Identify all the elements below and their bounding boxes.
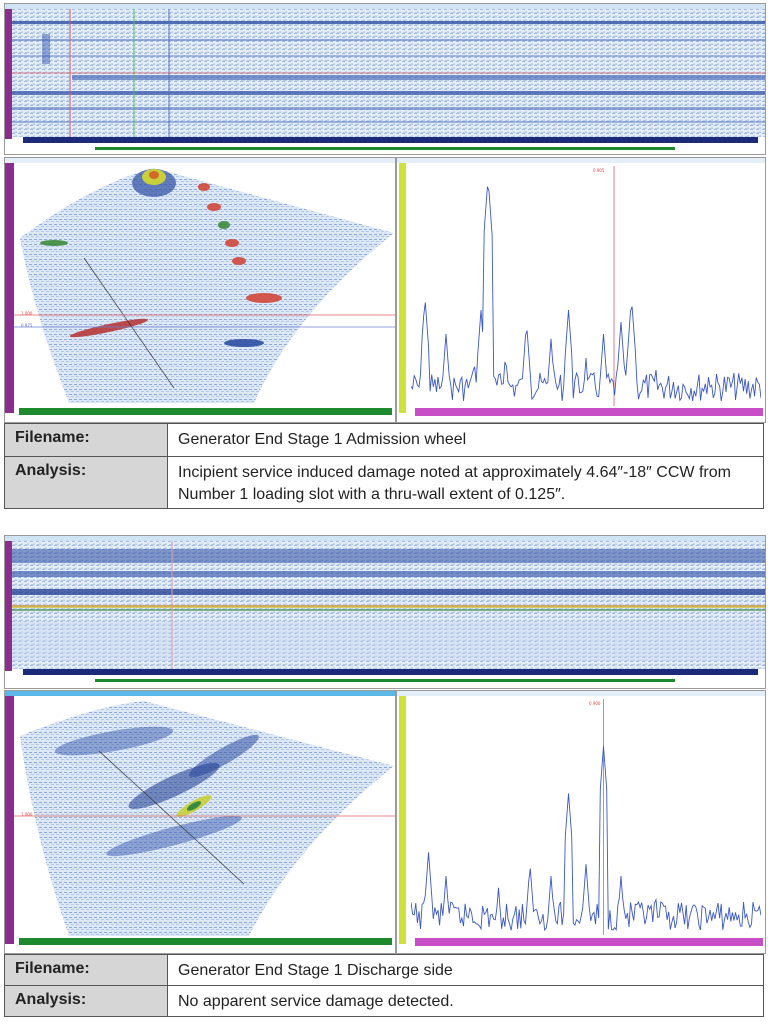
analysis-value: Incipient service induced damage noted a… bbox=[167, 456, 764, 509]
cursor-label: 0.975 bbox=[21, 323, 33, 328]
bscan-bottom-ruler bbox=[23, 669, 758, 675]
sector-scan-image bbox=[14, 168, 395, 403]
bscan-scrollbar[interactable] bbox=[95, 679, 675, 682]
analysis-value: No apparent service damage detected. bbox=[167, 985, 764, 1017]
filename-label: Filename: bbox=[4, 954, 168, 986]
ascan-bottom-ruler bbox=[415, 408, 763, 416]
analysis-label: Analysis: bbox=[4, 456, 168, 509]
ascan-left-ruler bbox=[399, 163, 406, 413]
ascan-left-ruler bbox=[399, 696, 406, 944]
cursor-label: 1.000 bbox=[21, 311, 33, 316]
bscan-panel-2 bbox=[4, 535, 766, 689]
ascan-panel-1: 0.905 bbox=[396, 157, 766, 423]
ascan-trace bbox=[411, 746, 761, 932]
ascan-titlebar bbox=[397, 691, 765, 696]
ascan-trace bbox=[411, 186, 761, 402]
sector-scan-image bbox=[14, 701, 395, 936]
bscan-image bbox=[12, 9, 765, 137]
info-table-2: Filename: Generator End Stage 1 Discharg… bbox=[4, 954, 764, 1017]
bscan-titlebar bbox=[5, 536, 765, 541]
sector-bottom-ruler bbox=[19, 408, 392, 415]
sector-left-ruler bbox=[5, 163, 14, 413]
ascan-chart-2 bbox=[411, 699, 761, 935]
sector-titlebar bbox=[5, 691, 395, 696]
analysis-row: Analysis: Incipient service induced dama… bbox=[4, 456, 764, 509]
inspection-block-1: 1.000 0.975 0.905 Filename: Generator En… bbox=[4, 3, 766, 509]
analysis-row: Analysis: No apparent service damage det… bbox=[4, 985, 764, 1017]
ascan-panel-2: 0.900 bbox=[396, 690, 766, 954]
bscan-panel-1 bbox=[4, 3, 766, 155]
filename-row: Filename: Generator End Stage 1 Discharg… bbox=[4, 954, 764, 986]
sector-scan-panel-1: 1.000 0.975 bbox=[4, 157, 396, 423]
info-table-1: Filename: Generator End Stage 1 Admissio… bbox=[4, 423, 764, 509]
filename-row: Filename: Generator End Stage 1 Admissio… bbox=[4, 423, 764, 457]
ascan-bottom-ruler bbox=[415, 938, 763, 946]
bscan-bottom-ruler bbox=[23, 137, 758, 143]
bscan-left-ruler bbox=[5, 9, 12, 139]
ascan-cursor-label: 0.900 bbox=[589, 701, 601, 706]
ascan-titlebar bbox=[397, 158, 765, 163]
ascan-chart-1 bbox=[411, 166, 761, 406]
filename-value: Generator End Stage 1 Discharge side bbox=[167, 954, 764, 986]
bscan-scrollbar[interactable] bbox=[95, 147, 675, 150]
filename-value: Generator End Stage 1 Admission wheel bbox=[167, 423, 764, 457]
sector-scan-panel-2: 1.000 bbox=[4, 690, 396, 954]
sector-bottom-ruler bbox=[19, 938, 392, 945]
filename-label: Filename: bbox=[4, 423, 168, 457]
bscan-left-ruler bbox=[5, 541, 12, 671]
inspection-block-2: 1.000 0.900 Filename: Generator End Stag… bbox=[4, 535, 766, 1025]
sector-titlebar bbox=[5, 158, 395, 163]
sector-left-ruler bbox=[5, 696, 14, 944]
bscan-image bbox=[12, 541, 765, 669]
bscan-titlebar bbox=[5, 4, 765, 9]
cursor-label: 1.000 bbox=[21, 812, 33, 817]
analysis-label: Analysis: bbox=[4, 985, 168, 1017]
ascan-cursor-label: 0.905 bbox=[593, 168, 605, 173]
